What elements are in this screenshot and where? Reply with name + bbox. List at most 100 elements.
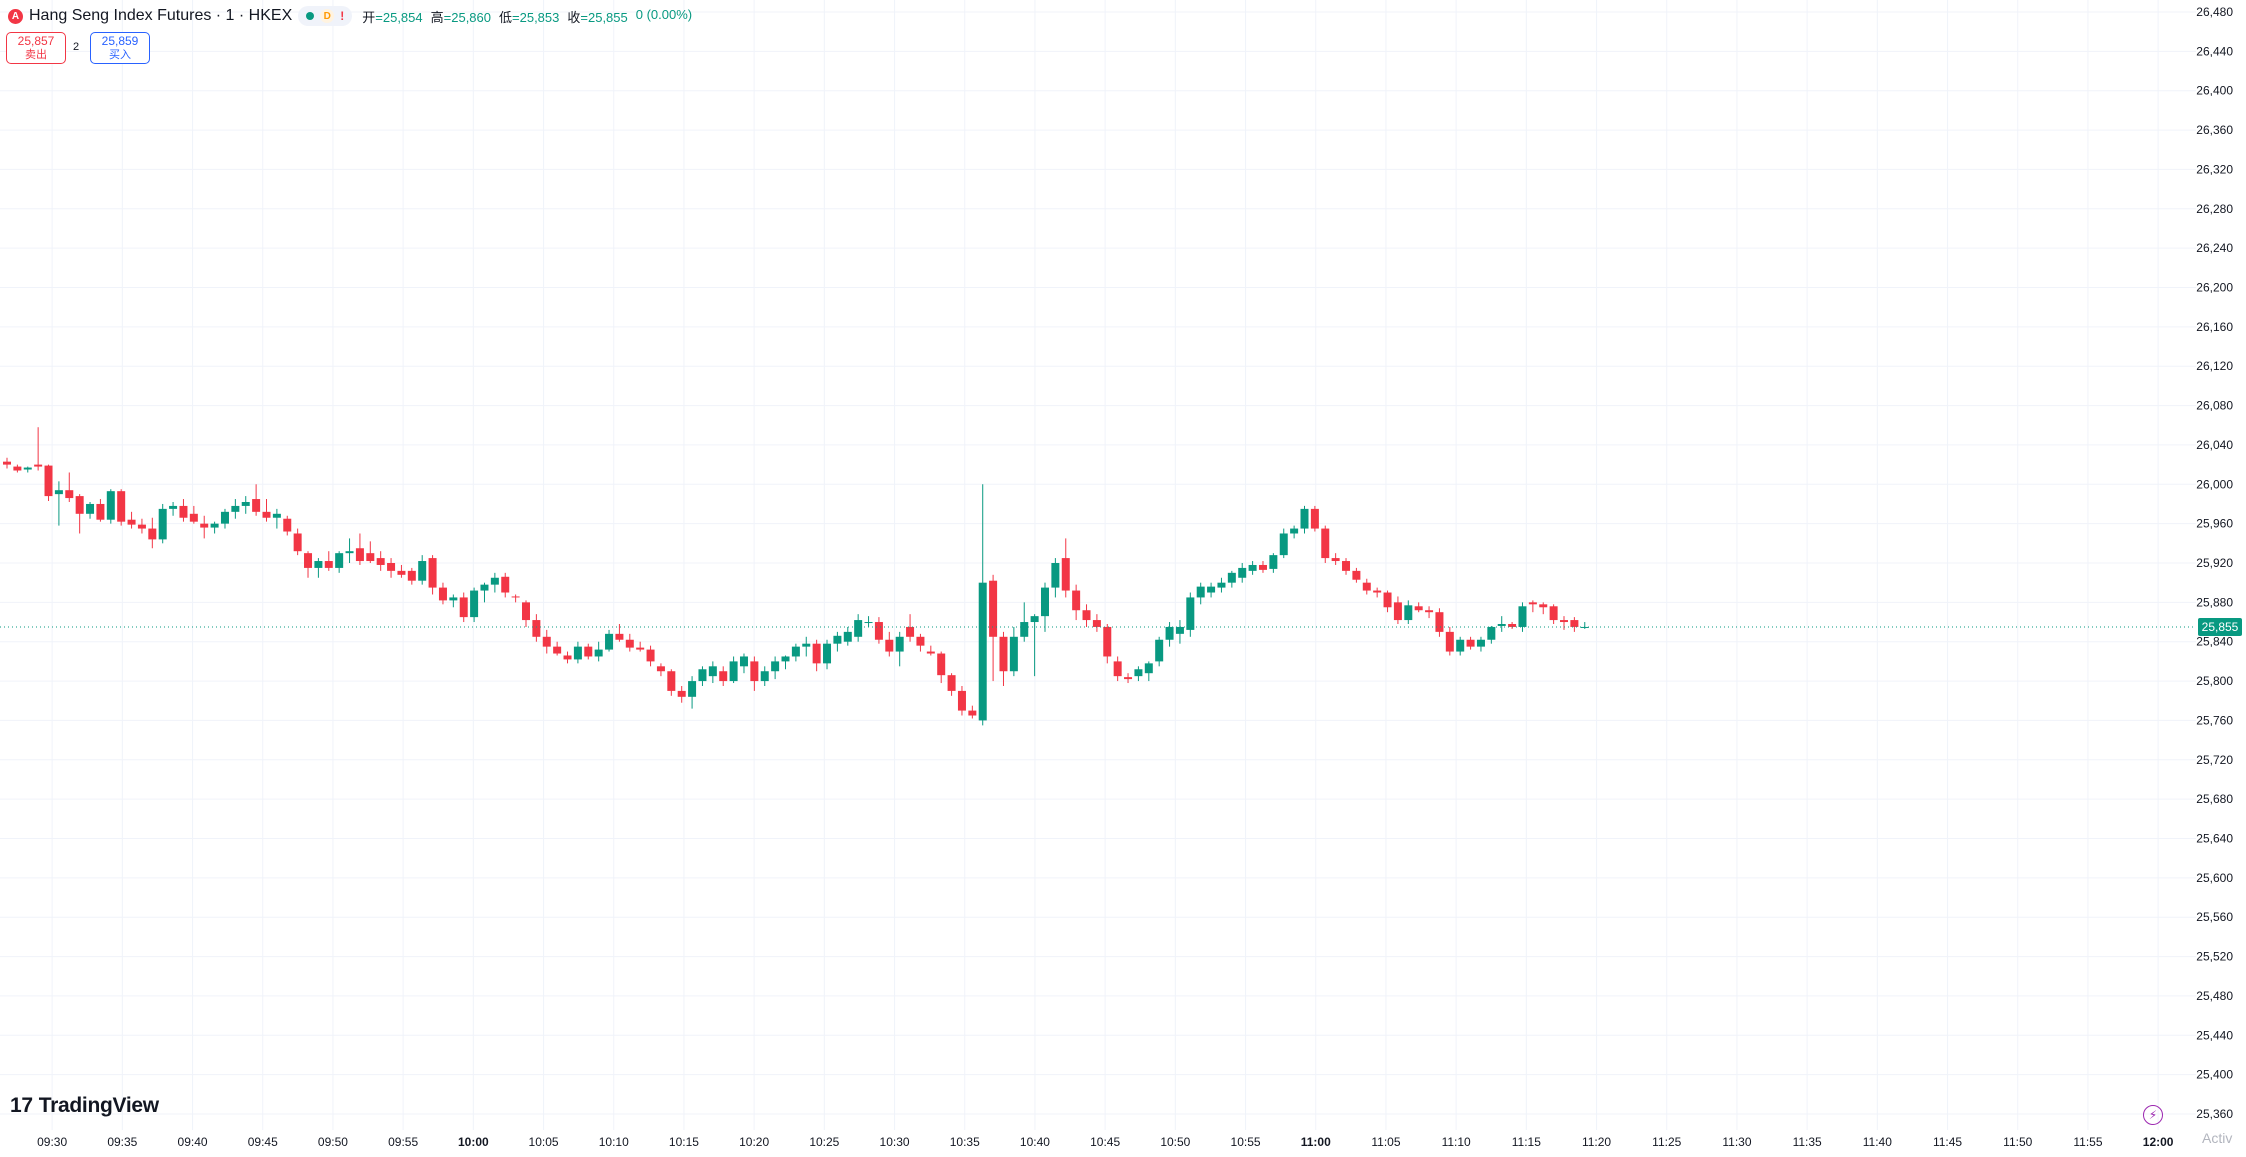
- candle-body: [1560, 620, 1568, 623]
- price-tick-label: 26,480: [2196, 5, 2233, 19]
- candle-up: [480, 582, 489, 603]
- candle-body: [65, 490, 74, 499]
- time-tick-label: 11:55: [2073, 1135, 2102, 1149]
- time-tick-label: 10:40: [1020, 1135, 1050, 1149]
- price-tick-label: 26,320: [2196, 162, 2233, 176]
- candle-body: [231, 505, 240, 512]
- buy-button[interactable]: 25,859 买入: [90, 32, 150, 64]
- time-tick-label: 10:45: [1090, 1135, 1120, 1149]
- candle-up: [1227, 570, 1236, 588]
- candle-up: [210, 521, 219, 534]
- candle-body: [54, 490, 63, 495]
- candle-down: [999, 631, 1008, 686]
- candle-up: [418, 555, 427, 585]
- candle-body: [1144, 663, 1153, 674]
- candle-body: [407, 570, 416, 581]
- time-tick-label: 10:25: [809, 1135, 839, 1149]
- candle-up: [106, 489, 115, 524]
- candle-down: [1310, 505, 1319, 532]
- symbol-title[interactable]: Hang Seng Index Futures · 1 · HKEX: [29, 7, 293, 24]
- candle-up: [698, 666, 707, 686]
- price-tick-label: 26,200: [2196, 281, 2233, 295]
- candle-up: [54, 481, 63, 526]
- candle-body: [1196, 586, 1205, 598]
- candle-down: [1342, 558, 1351, 575]
- candle-up: [345, 538, 354, 563]
- candle-body: [1352, 570, 1361, 580]
- delayed-data-icon: D: [320, 9, 335, 23]
- candle-body: [75, 496, 84, 514]
- sell-button[interactable]: 25,857 卖出: [6, 32, 66, 64]
- candle-body: [501, 576, 510, 593]
- candle-down: [625, 633, 634, 652]
- candle-down: [387, 558, 396, 578]
- candle-body: [708, 666, 717, 677]
- candle-body: [1497, 624, 1506, 626]
- candle-up: [23, 466, 32, 473]
- candle-down: [1393, 596, 1402, 625]
- candle-down: [355, 533, 364, 565]
- candle-body: [1570, 620, 1579, 627]
- candle-up: [1009, 626, 1018, 677]
- candle-body: [615, 633, 624, 640]
- candle-body: [117, 491, 126, 522]
- candle-up: [314, 558, 323, 578]
- candle-body: [739, 656, 748, 667]
- candle-up: [573, 641, 582, 664]
- candle-down: [438, 582, 447, 605]
- price-tick-label: 25,400: [2196, 1068, 2233, 1082]
- candle-body: [127, 519, 136, 525]
- candle-down: [906, 614, 915, 642]
- candle-body: [1528, 602, 1537, 605]
- candle-up: [1207, 582, 1216, 598]
- candle-down: [75, 494, 84, 534]
- candle-down: [304, 551, 313, 578]
- candle-body: [978, 582, 987, 721]
- candle-body: [1331, 558, 1340, 562]
- candle-up: [739, 653, 748, 674]
- candle-body: [1165, 626, 1174, 640]
- candle-up: [1165, 622, 1174, 647]
- tradingview-logo[interactable]: 17 TradingView: [10, 1094, 159, 1118]
- warning-icon: !: [340, 9, 345, 23]
- ohlc-close: 收=25,855: [567, 9, 628, 25]
- candle-body: [999, 636, 1008, 672]
- candle-body: [345, 551, 354, 554]
- candle-body: [719, 671, 728, 682]
- tradingview-mark-icon: 17: [10, 1094, 33, 1117]
- price-tick-label: 25,560: [2196, 910, 2233, 924]
- time-tick-label: 11:10: [1442, 1135, 1471, 1149]
- candle-body: [906, 626, 915, 637]
- candle-body: [355, 548, 364, 562]
- price-tick-label: 25,480: [2196, 989, 2233, 1003]
- candle-body: [771, 661, 780, 672]
- candle-up: [158, 503, 167, 544]
- candle-down: [1082, 604, 1091, 627]
- price-tick-label: 26,360: [2196, 123, 2233, 137]
- lightning-icon[interactable]: ⚡: [2143, 1105, 2163, 1125]
- candle-up: [86, 501, 95, 519]
- candle-body: [1217, 582, 1226, 588]
- candle-body: [1175, 626, 1184, 634]
- time-tick-label: 11:40: [1863, 1135, 1892, 1149]
- candle-body: [449, 597, 458, 601]
- market-status-pill[interactable]: D !: [298, 6, 353, 26]
- price-tick-label: 26,040: [2196, 438, 2233, 452]
- candle-down: [667, 669, 676, 696]
- candle-body: [584, 646, 593, 657]
- time-tick-label: 11:25: [1652, 1135, 1681, 1149]
- candle-up: [708, 661, 717, 684]
- candle-up: [978, 484, 987, 726]
- candle-body: [23, 467, 32, 470]
- time-tick-label: 12:00: [2143, 1135, 2174, 1149]
- candle-body: [1227, 572, 1236, 583]
- sell-price: 25,857: [17, 34, 55, 48]
- candle-body: [480, 584, 489, 591]
- candle-body: [262, 511, 271, 518]
- candle-body: [387, 563, 396, 571]
- candle-body: [594, 649, 603, 657]
- candle-up: [833, 631, 842, 652]
- candle-down: [1539, 602, 1548, 615]
- candle-body: [148, 528, 157, 540]
